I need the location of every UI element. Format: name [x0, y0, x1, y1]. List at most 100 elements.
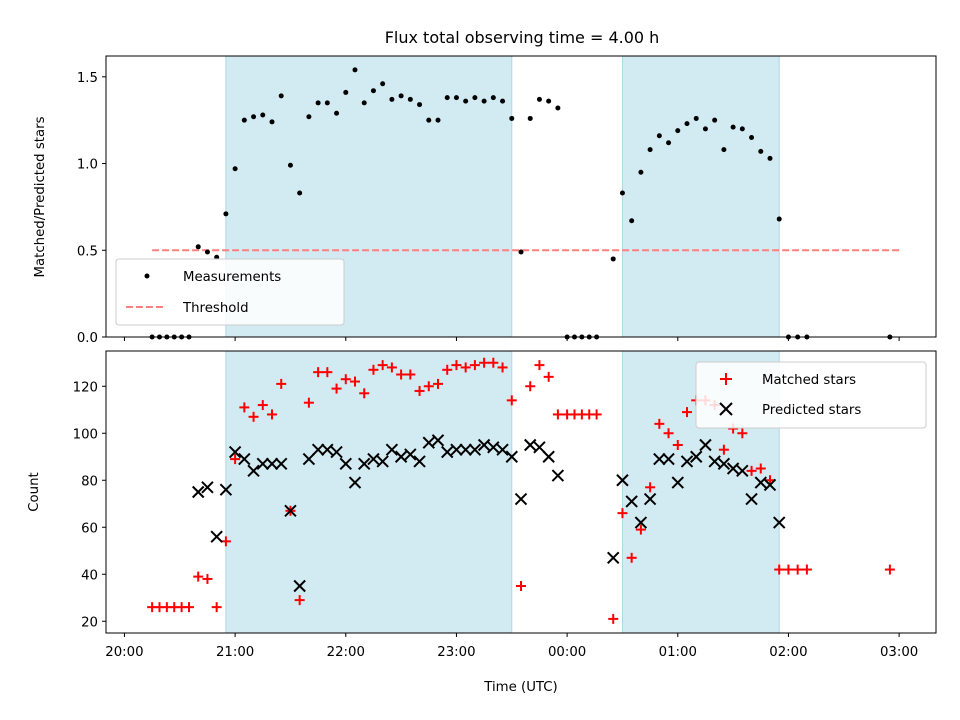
count-y-axis-label: Count: [27, 472, 42, 512]
matched-star-point: [433, 378, 443, 389]
matched-star-point: [654, 418, 665, 429]
measurement-point: [730, 124, 736, 130]
matched-star-point: [488, 357, 499, 368]
predicted-star-point: [487, 441, 500, 454]
measurement-point: [500, 98, 506, 104]
predicted-star-point: [275, 457, 288, 471]
matched-star-point: [386, 362, 397, 373]
predicted-star-point: [422, 436, 435, 449]
predicted-star-point: [533, 441, 546, 454]
ratio-panel-frame: [105, 55, 937, 338]
matched-star-point: [608, 613, 619, 624]
measurement-point: [204, 249, 210, 255]
matched-star-point: [377, 360, 388, 371]
matched-points: [147, 357, 895, 624]
matched-star-point: [884, 564, 895, 575]
predicted-star-point: [192, 485, 205, 499]
measurement-point: [269, 119, 275, 125]
measurement-point: [435, 117, 441, 123]
measurement-point: [398, 93, 404, 99]
measurement-point: [472, 95, 478, 101]
measurement-point: [776, 216, 782, 222]
predicted-star-point: [745, 492, 758, 506]
predicted-star-point: [358, 457, 371, 471]
x-tick-label: 02:00: [769, 645, 807, 660]
measurement-point: [241, 117, 247, 123]
y-tick-label: 1.5: [77, 71, 98, 86]
predicted-star-point: [514, 492, 528, 506]
matched-star-point: [516, 581, 526, 591]
matched-star-point: [525, 381, 536, 392]
matched-star-point: [718, 444, 729, 455]
matched-star-point: [746, 465, 757, 476]
ratio-legend-box: [115, 258, 345, 326]
legend-measurements-marker: [144, 273, 150, 279]
matched-star-point: [497, 362, 508, 373]
predicted-star-point: [690, 450, 703, 463]
matched-star-point: [230, 454, 241, 465]
matched-star-point: [617, 508, 628, 519]
chart-title: Flux total observing time = 4.00 h: [385, 28, 660, 47]
predicted-star-point: [616, 474, 629, 487]
predicted-star-point: [394, 450, 408, 463]
measurement-point: [749, 135, 755, 141]
predicted-star-point: [228, 445, 242, 459]
predicted-star-point: [754, 476, 767, 489]
measurement-point: [315, 100, 321, 106]
matched-star-point: [783, 564, 794, 575]
matched-star-point: [672, 440, 683, 450]
measurement-point: [619, 190, 625, 196]
matched-star-point: [239, 402, 250, 413]
y-tick-label: 0.5: [77, 244, 98, 259]
matched-star-point: [211, 602, 222, 613]
y-tick-label: 100: [73, 427, 98, 442]
ratio-x-ticks: [123, 337, 900, 341]
matched-star-point: [552, 409, 563, 420]
predicted-star-point: [404, 448, 417, 461]
measurement-point: [453, 95, 459, 101]
legend-measurements-label: Measurements: [183, 270, 281, 285]
measurement-point: [767, 155, 773, 161]
x-tick-label: 21:00: [216, 645, 254, 660]
matched-star-point: [451, 360, 462, 371]
matched-star-point: [303, 397, 314, 408]
matched-star-point: [801, 564, 812, 575]
matched-star-point: [591, 409, 602, 420]
count-panel: 20:00 21:00 22:00 23:00 00:00 01:00 02:00 03:00…: [27, 350, 937, 695]
matched-star-point: [737, 428, 748, 439]
predicted-star-point: [542, 450, 555, 463]
x-tick-label: 20:00: [105, 645, 143, 660]
predicted-star-point: [431, 434, 445, 447]
matched-star-point: [368, 364, 379, 375]
matched-star-point: [313, 367, 324, 378]
matched-star-point: [202, 573, 213, 584]
count-panel-frame: [105, 350, 937, 634]
predicted-star-point: [339, 457, 352, 471]
measurement-point: [343, 89, 349, 95]
count-legend-box: [695, 361, 927, 429]
measurement-point: [509, 115, 515, 121]
matched-star-point: [414, 385, 425, 396]
predicted-star-point: [773, 516, 786, 529]
matched-star-point: [626, 552, 637, 563]
measurement-point: [417, 102, 423, 108]
measurement-points: [149, 67, 893, 340]
predicted-star-point: [505, 450, 518, 463]
ratio-y-ticks: 0.0 0.5 1.0 1.5: [77, 71, 106, 346]
measurement-point: [361, 100, 367, 106]
y-tick-label: 1.0: [77, 158, 98, 173]
measurement-point: [444, 95, 450, 101]
observing-window: [621, 55, 780, 338]
predicted-star-point: [496, 443, 509, 456]
ratio-legend: Measurements Threshold: [115, 258, 345, 326]
y-tick-label: 60: [81, 521, 98, 536]
measurement-point: [223, 211, 229, 217]
measurement-point: [352, 67, 358, 73]
predicted-star-point: [736, 464, 749, 478]
predicted-star-point: [367, 452, 380, 466]
matched-star-point: [276, 378, 287, 389]
predicted-star-point: [653, 452, 666, 466]
x-tick-label: 23:00: [437, 645, 475, 660]
measurement-point: [702, 126, 708, 132]
